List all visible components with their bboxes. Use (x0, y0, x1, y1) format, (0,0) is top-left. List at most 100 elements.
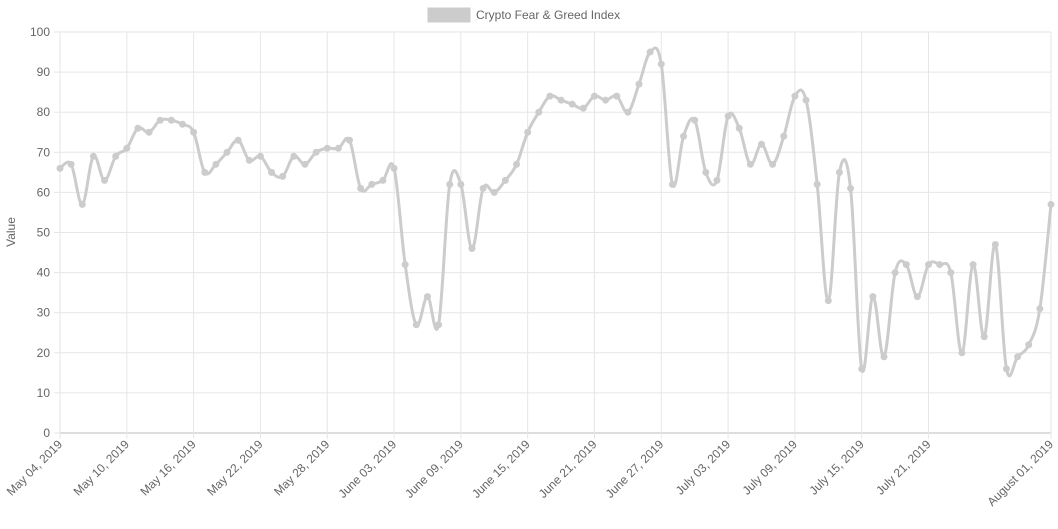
data-point[interactable] (479, 184, 487, 192)
data-point[interactable] (913, 293, 921, 301)
data-point[interactable] (145, 128, 153, 136)
data-point[interactable] (457, 180, 465, 188)
data-point[interactable] (624, 108, 632, 116)
data-point[interactable] (67, 160, 75, 168)
data-point[interactable] (891, 269, 899, 277)
y-tick-label: 0 (43, 426, 50, 440)
data-point[interactable] (791, 92, 799, 100)
data-point[interactable] (279, 172, 287, 180)
data-point[interactable] (613, 92, 621, 100)
data-point[interactable] (746, 160, 754, 168)
data-point[interactable] (78, 200, 86, 208)
data-point[interactable] (925, 261, 933, 269)
data-point[interactable] (702, 168, 710, 176)
data-point[interactable] (56, 164, 64, 172)
data-point[interactable] (1047, 200, 1055, 208)
data-point[interactable] (423, 293, 431, 301)
data-point[interactable] (535, 108, 543, 116)
data-point[interactable] (858, 365, 866, 373)
data-point[interactable] (969, 261, 977, 269)
data-point[interactable] (713, 176, 721, 184)
data-point[interactable] (123, 144, 131, 152)
data-point[interactable] (657, 60, 665, 68)
data-point[interactable] (89, 152, 97, 160)
data-point[interactable] (134, 124, 142, 132)
data-point[interactable] (947, 269, 955, 277)
data-point[interactable] (646, 48, 654, 56)
data-point[interactable] (178, 120, 186, 128)
data-point[interactable] (167, 116, 175, 124)
data-point[interactable] (501, 176, 509, 184)
data-point[interactable] (802, 96, 810, 104)
data-point[interactable] (268, 168, 276, 176)
x-tick-label: July 15, 2019 (806, 437, 867, 498)
data-point[interactable] (824, 297, 832, 305)
data-point[interactable] (835, 168, 843, 176)
data-point[interactable] (234, 136, 242, 144)
y-tick-label: 30 (37, 306, 51, 320)
data-point[interactable] (357, 184, 365, 192)
data-point[interactable] (735, 124, 743, 132)
data-point[interactable] (579, 104, 587, 112)
data-point[interactable] (490, 188, 498, 196)
x-tick-label: July 21, 2019 (873, 437, 934, 498)
data-point[interactable] (256, 152, 264, 160)
data-point[interactable] (902, 261, 910, 269)
data-point[interactable] (780, 132, 788, 140)
data-point[interactable] (301, 160, 309, 168)
data-point[interactable] (379, 176, 387, 184)
data-point[interactable] (958, 349, 966, 357)
data-point[interactable] (190, 128, 198, 136)
data-point[interactable] (880, 353, 888, 361)
data-point[interactable] (412, 321, 420, 329)
data-point[interactable] (401, 261, 409, 269)
data-point[interactable] (568, 100, 576, 108)
data-point[interactable] (635, 80, 643, 88)
data-point[interactable] (245, 156, 253, 164)
data-point[interactable] (1002, 365, 1010, 373)
data-point[interactable] (546, 92, 554, 100)
data-point[interactable] (524, 128, 532, 136)
x-gridlines (59, 32, 1052, 439)
data-point[interactable] (869, 293, 877, 301)
data-point[interactable] (112, 152, 120, 160)
data-point[interactable] (212, 160, 220, 168)
data-point[interactable] (757, 140, 765, 148)
data-point[interactable] (847, 184, 855, 192)
data-point[interactable] (468, 245, 476, 253)
data-point[interactable] (668, 180, 676, 188)
data-point[interactable] (980, 333, 988, 341)
data-point[interactable] (691, 116, 699, 124)
y-tick-label: 20 (37, 346, 51, 360)
data-point[interactable] (368, 180, 376, 188)
data-point[interactable] (1025, 341, 1033, 349)
data-point[interactable] (223, 148, 231, 156)
legend[interactable]: Crypto Fear & Greed Index (427, 7, 620, 23)
data-point[interactable] (1036, 305, 1044, 313)
data-point[interactable] (435, 321, 443, 329)
data-point[interactable] (201, 168, 209, 176)
data-point[interactable] (724, 112, 732, 120)
data-point[interactable] (346, 136, 354, 144)
data-point[interactable] (101, 176, 109, 184)
data-point[interactable] (557, 96, 565, 104)
series-line (58, 46, 1053, 378)
data-point[interactable] (602, 96, 610, 104)
data-point[interactable] (590, 92, 598, 100)
y-tick-label: 50 (37, 226, 51, 240)
data-point[interactable] (290, 152, 298, 160)
data-point[interactable] (446, 180, 454, 188)
data-point[interactable] (390, 164, 398, 172)
data-point[interactable] (813, 180, 821, 188)
data-point[interactable] (323, 144, 331, 152)
data-point[interactable] (513, 160, 521, 168)
data-point[interactable] (312, 148, 320, 156)
data-point[interactable] (769, 160, 777, 168)
data-point[interactable] (991, 241, 999, 249)
data-point[interactable] (1014, 353, 1022, 361)
data-point[interactable] (334, 144, 342, 152)
data-point[interactable] (156, 116, 164, 124)
data-point[interactable] (936, 261, 944, 269)
data-point[interactable] (680, 132, 688, 140)
